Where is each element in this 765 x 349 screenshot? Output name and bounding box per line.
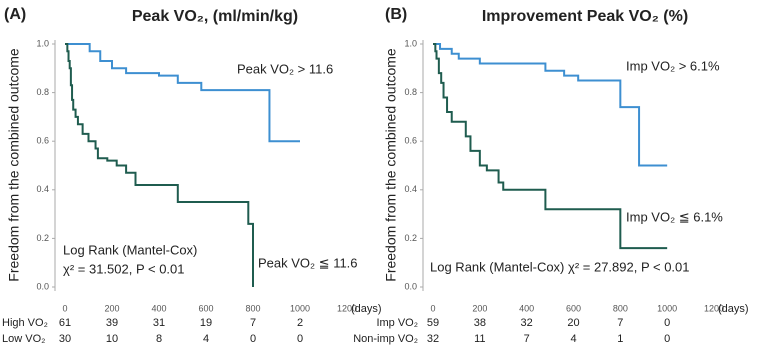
risk-count: 0 [250, 333, 256, 345]
risk-count: 7 [250, 317, 256, 329]
survival-curve [433, 43, 668, 167]
curve-label: Imp VO₂ > 6.1% [626, 58, 720, 73]
y-tick-label: 0.8 [36, 87, 49, 97]
x-tick-label: 200 [472, 303, 487, 313]
risk-count: 32 [427, 333, 439, 345]
panel-label: (A) [4, 6, 26, 23]
survival-curve [433, 43, 668, 250]
chart-title: Peak VO₂, (ml/min/kg) [132, 8, 298, 25]
x-tick-label: 1200 [337, 303, 357, 313]
y-tick-label: 1.0 [404, 38, 417, 48]
x-tick-label: 800 [613, 303, 628, 313]
y-tick-label: 0.4 [36, 184, 49, 194]
x-unit: (days) [351, 303, 382, 315]
chart-title: Improvement Peak VO₂ (%) [482, 8, 688, 25]
risk-count: 2 [297, 317, 303, 329]
risk-count: 30 [59, 333, 71, 345]
annotation: Log Rank (Mantel-Cox) [63, 242, 197, 257]
risk-count: 0 [664, 317, 670, 329]
risk-count: 31 [153, 317, 165, 329]
risk-count: 8 [156, 333, 162, 345]
x-tick-label: 400 [151, 303, 166, 313]
risk-count: 0 [297, 333, 303, 345]
risk-count: 10 [106, 333, 118, 345]
y-tick-label: 0.2 [36, 233, 49, 243]
y-tick-label: 1.0 [36, 38, 49, 48]
x-tick-label: 1000 [290, 303, 310, 313]
x-tick-label: 800 [245, 303, 260, 313]
annotation: Log Rank (Mantel-Cox) χ² = 27.892, P < 0… [430, 259, 690, 274]
y-tick-label: 0.8 [404, 87, 417, 97]
x-tick-label: 1200 [704, 303, 724, 313]
risk-label: Non-imp VO₂ [353, 333, 418, 345]
y-tick-label: 0.2 [404, 233, 417, 243]
risk-label: Imp VO₂ [376, 317, 418, 329]
curve-label: Peak VO₂ > 11.6 [237, 61, 333, 76]
risk-label: Low VO₂ [2, 333, 45, 345]
x-tick-label: 1000 [657, 303, 677, 313]
x-tick-label: 0 [62, 303, 67, 313]
curve-label: Imp VO₂ ≦ 6.1% [626, 209, 723, 224]
panel-label: (B) [385, 6, 407, 23]
risk-count: 1 [617, 333, 623, 345]
y-tick-label: 0.0 [36, 281, 49, 291]
annotation: χ² = 31.502, P < 0.01 [63, 261, 185, 276]
x-tick-label: 200 [104, 303, 119, 313]
risk-count: 20 [567, 317, 579, 329]
risk-count: 4 [570, 333, 576, 345]
y-axis-label: Freedom from the combined outcome [6, 48, 22, 282]
curve-label: Peak VO₂ ≦ 11.6 [258, 255, 358, 270]
risk-count: 7 [617, 317, 623, 329]
x-unit: (days) [718, 303, 749, 315]
risk-count: 39 [106, 317, 118, 329]
risk-label: High VO₂ [2, 317, 48, 329]
risk-count: 0 [664, 333, 670, 345]
survival-curve [65, 43, 254, 287]
x-tick-label: 400 [519, 303, 534, 313]
risk-count: 11 [474, 333, 485, 345]
y-tick-label: 0.6 [36, 136, 49, 146]
y-tick-label: 0.0 [404, 281, 417, 291]
risk-count: 59 [427, 317, 439, 329]
risk-count: 61 [59, 317, 71, 329]
risk-count: 32 [521, 317, 533, 329]
x-tick-label: 600 [566, 303, 581, 313]
y-axis-label: Freedom from the combined outcome [383, 48, 399, 282]
survival-curve [65, 43, 300, 143]
x-tick-label: 600 [198, 303, 213, 313]
x-tick-label: 0 [430, 303, 435, 313]
risk-count: 19 [200, 317, 212, 329]
risk-count: 38 [474, 317, 486, 329]
risk-count: 4 [203, 333, 209, 345]
y-tick-label: 0.4 [404, 184, 417, 194]
y-tick-label: 0.6 [404, 136, 417, 146]
risk-count: 7 [524, 333, 530, 345]
